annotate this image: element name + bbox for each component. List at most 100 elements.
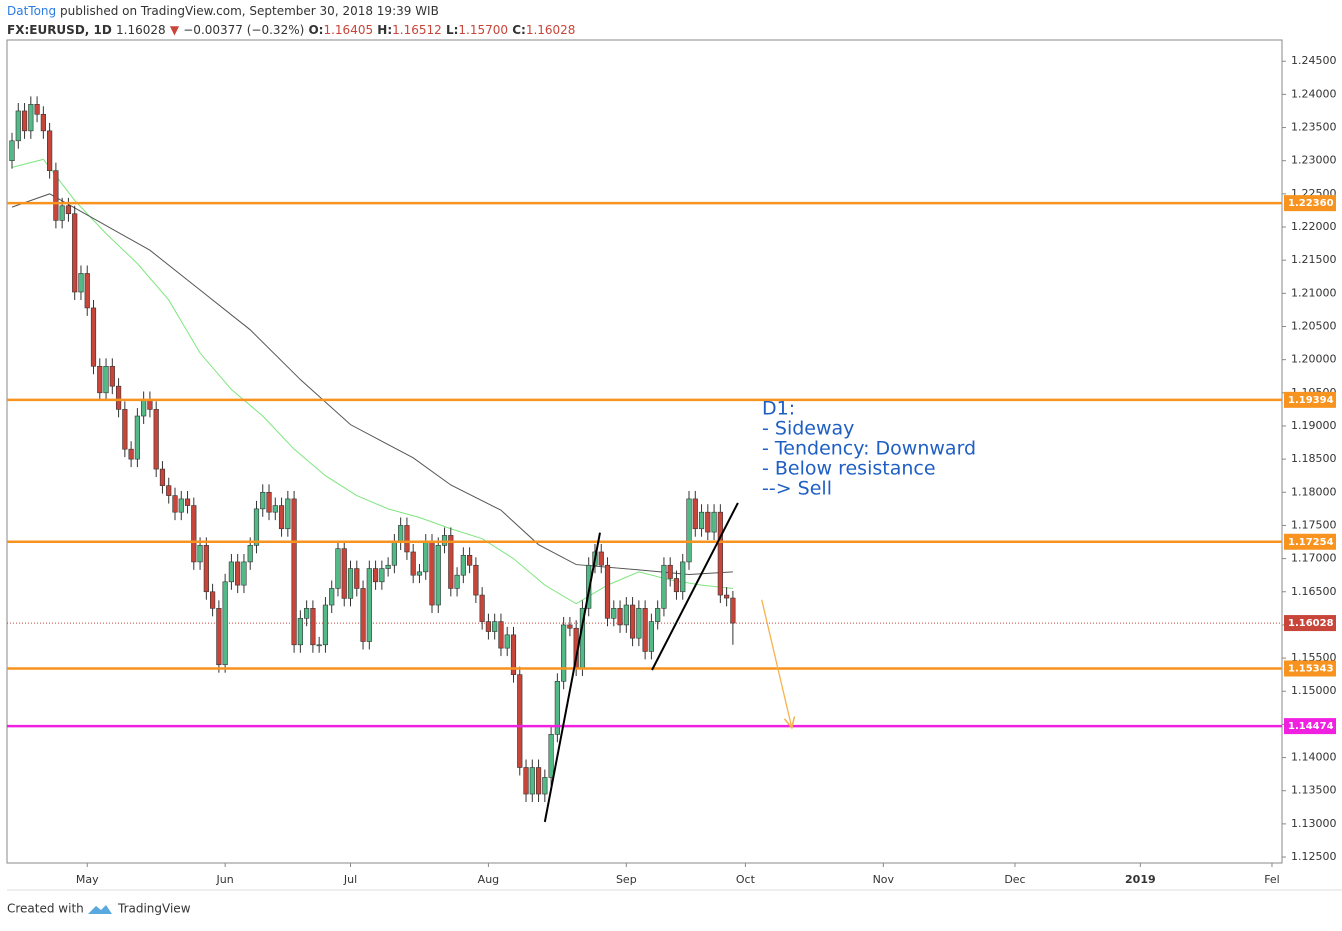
brand[interactable]: TradingView	[117, 902, 191, 916]
candle-body	[711, 511, 717, 533]
candle-body	[197, 545, 203, 563]
candle-body	[278, 505, 285, 530]
candle-body	[611, 608, 617, 619]
o-label: O:	[308, 23, 323, 37]
h-label: H:	[377, 23, 392, 37]
candle-body	[347, 568, 354, 599]
candle-body	[115, 385, 122, 410]
moving-average	[11, 158, 733, 605]
c-label: C:	[512, 23, 526, 37]
candle-body	[561, 624, 567, 682]
candle-body	[535, 767, 542, 795]
trendline	[543, 532, 601, 823]
candle-body	[724, 594, 730, 599]
candle-body	[661, 564, 667, 609]
candle-body	[467, 554, 473, 566]
trendline	[651, 502, 739, 671]
candle-body	[617, 608, 623, 626]
candle-body	[460, 554, 466, 576]
candle-body	[241, 561, 247, 586]
candle-body	[21, 110, 28, 132]
candle-body	[498, 621, 504, 649]
candle-body	[454, 574, 460, 589]
candle-body	[291, 498, 297, 646]
candle-body	[366, 568, 372, 642]
candle-body	[517, 674, 523, 768]
candle-body	[65, 205, 72, 215]
l: 1.15700	[458, 23, 508, 37]
candle-body	[40, 113, 46, 132]
candle-body	[141, 399, 147, 417]
candle-body	[97, 365, 103, 394]
tv-logo	[88, 905, 112, 914]
published: published on TradingView.com, September …	[60, 4, 439, 18]
y-tick-label: 1.19000	[1291, 419, 1337, 432]
candle-body	[655, 608, 661, 622]
candle-body	[636, 608, 642, 639]
candle-body	[379, 568, 385, 583]
candle-body	[485, 621, 492, 632]
candle-body	[90, 307, 97, 367]
candle-body	[335, 548, 341, 589]
candle-body	[153, 409, 159, 470]
candle-body	[554, 680, 560, 735]
candle-body	[266, 491, 272, 513]
candle-body	[667, 564, 673, 579]
level-tag	[1284, 195, 1336, 212]
candle-body	[322, 604, 329, 646]
forecast-arrow	[761, 599, 792, 728]
candle-body	[529, 767, 535, 795]
candle-body	[686, 498, 692, 563]
candle-body	[680, 561, 686, 593]
o: 1.16405	[323, 23, 373, 37]
author[interactable]: DatTong	[7, 4, 56, 18]
candle-body	[448, 535, 454, 589]
candle-body	[416, 571, 423, 576]
candle-body	[34, 104, 40, 115]
candle-body	[15, 110, 21, 142]
y-tick-label: 1.22000	[1291, 220, 1337, 233]
candle-body	[329, 588, 335, 606]
candle-body	[354, 568, 360, 589]
candle-body	[629, 604, 636, 639]
candle-body	[134, 415, 140, 460]
y-tick-label: 1.20500	[1291, 319, 1337, 332]
candle-body	[435, 545, 441, 606]
candle-body	[479, 594, 485, 622]
y-tick-label: 1.24000	[1291, 87, 1337, 100]
candle-body	[604, 564, 611, 619]
candle-body	[203, 545, 209, 593]
candle-body	[253, 508, 260, 546]
candle-body	[84, 273, 90, 309]
y-tick-label: 1.14000	[1291, 751, 1337, 764]
candle-body	[705, 511, 711, 533]
last: 1.16028	[116, 23, 166, 37]
x-tick-label: Nov	[873, 873, 895, 886]
y-tick-label: 1.13000	[1291, 817, 1337, 830]
candle-body	[492, 621, 498, 632]
y-tick-label: 1.21000	[1291, 286, 1337, 299]
candle-body	[473, 564, 479, 596]
last-price-tag	[1284, 615, 1336, 632]
candle-body	[128, 448, 134, 460]
candle-body	[47, 130, 53, 171]
candle-body	[730, 597, 736, 624]
y-tick-label: 1.13500	[1291, 784, 1337, 797]
y-tick-label: 1.17000	[1291, 552, 1337, 565]
header-line2: FX:EURUSD, 1D 1.16028 ▼ −0.00377 (−0.32%…	[7, 23, 575, 37]
candle-body	[598, 551, 604, 566]
candle-body	[717, 511, 723, 596]
candle-body	[567, 624, 573, 629]
candle-body	[59, 205, 65, 221]
y-tick-label: 1.20000	[1291, 353, 1337, 366]
candle-body	[228, 561, 235, 583]
x-tick-label: Oct	[736, 873, 756, 886]
candle-body	[504, 634, 510, 649]
candle-body	[103, 365, 109, 394]
candle-body	[510, 634, 517, 675]
candle-body	[542, 777, 548, 795]
candle-body	[9, 140, 15, 161]
candle-body	[673, 578, 680, 593]
